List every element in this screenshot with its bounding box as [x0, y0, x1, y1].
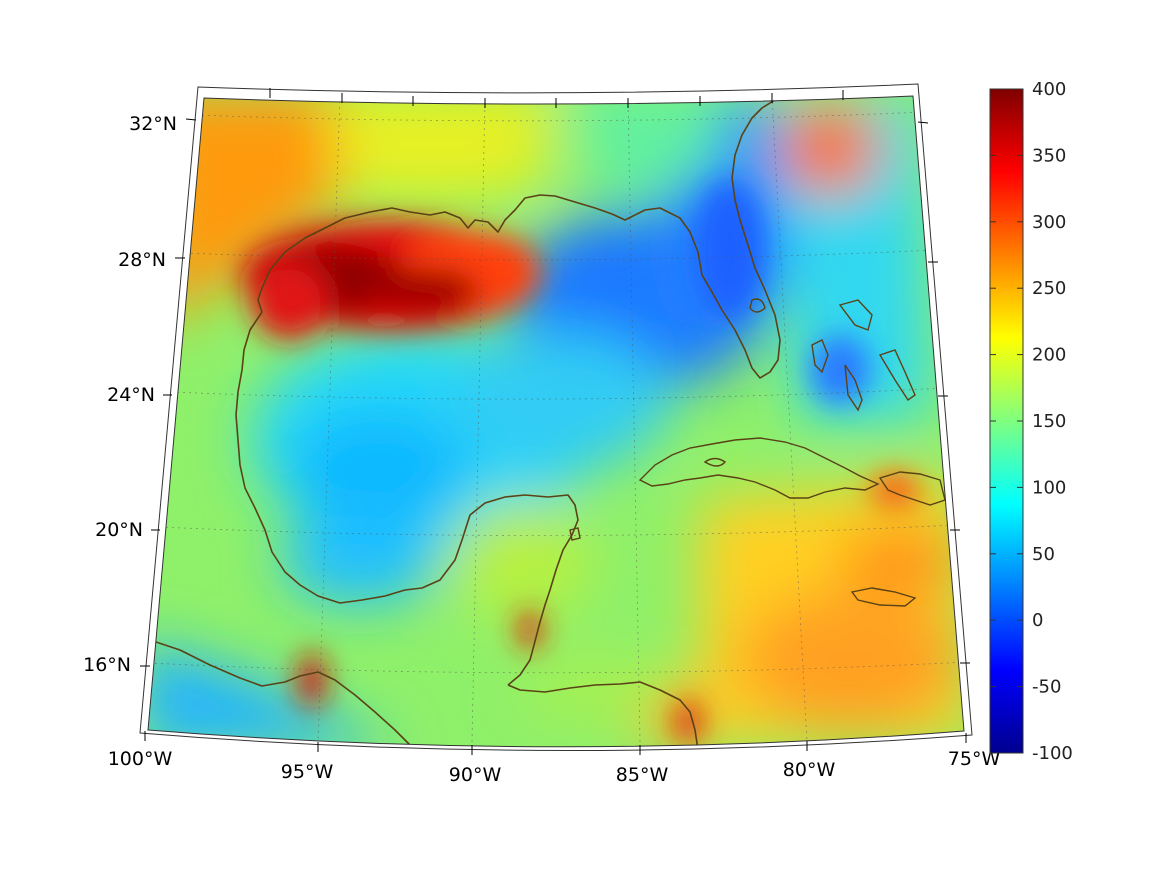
- lat-label-20: 20°N: [95, 519, 143, 541]
- longitude-labels: 100°W 95°W 90°W 85°W 80°W 75°W: [108, 748, 1001, 786]
- colorbar-tick-label: 200: [1032, 345, 1066, 366]
- colorbar-tick-label: -100: [1032, 743, 1073, 764]
- lat-label-16: 16°N: [83, 654, 131, 676]
- colorbar-tick-label: 50: [1032, 544, 1055, 565]
- colorbar-tick-label: 300: [1032, 212, 1066, 233]
- pacific-coastline: [149, 639, 411, 746]
- lon-label-100: 100°W: [108, 748, 173, 770]
- map-frame-outer: [139, 83, 973, 752]
- lon-label-90: 90°W: [449, 764, 502, 786]
- gulf-coastline: [237, 99, 781, 393]
- coastlines: [149, 99, 946, 747]
- lon-label-85: 85°W: [616, 764, 669, 786]
- isle-of-youth: [703, 457, 727, 467]
- cozumel: [569, 527, 581, 541]
- lat-label-32: 32°N: [129, 113, 177, 135]
- colorbar-tick-label: 250: [1032, 278, 1066, 299]
- bahamas-andros: [811, 339, 829, 374]
- central-america-coastline: [507, 681, 699, 747]
- map-frame: [147, 95, 965, 748]
- colorbar-ticks: 400 350 300 250 200 150 100 50 0 -50 -100: [990, 79, 1073, 764]
- bahamas-long-island: [878, 349, 916, 401]
- lake-okeechobee: [749, 298, 766, 313]
- frame-ticks: [140, 88, 970, 755]
- colorbar-tick-label: 0: [1032, 610, 1043, 631]
- lat-label-28: 28°N: [118, 249, 166, 271]
- colorbar-tick-label: 400: [1032, 79, 1066, 100]
- lon-label-75: 75°W: [948, 748, 1001, 770]
- colorbar-tick-label: -50: [1032, 677, 1061, 698]
- lon-label-80: 80°W: [783, 759, 836, 781]
- cuba: [638, 437, 880, 499]
- colorbar: 400 350 300 250 200 150 100 50 0 -50 -100: [989, 79, 1073, 764]
- bahamas-eleuthera: [838, 299, 873, 331]
- lon-label-95: 95°W: [281, 761, 334, 783]
- colorbar-tick-label: 350: [1032, 145, 1066, 166]
- lat-label-24: 24°N: [107, 384, 155, 406]
- graticule: [148, 96, 964, 743]
- mexico-coastline: [235, 391, 579, 686]
- jamaica: [850, 587, 917, 607]
- colorbar-tick-label: 150: [1032, 411, 1066, 432]
- field-layer: [148, 96, 964, 747]
- latitude-labels: 32°N 28°N 24°N 20°N 16°N: [83, 113, 177, 676]
- hispaniola: [878, 471, 946, 506]
- colorbar-tick-label: 100: [1032, 477, 1066, 498]
- bahamas-exumas: [844, 364, 863, 412]
